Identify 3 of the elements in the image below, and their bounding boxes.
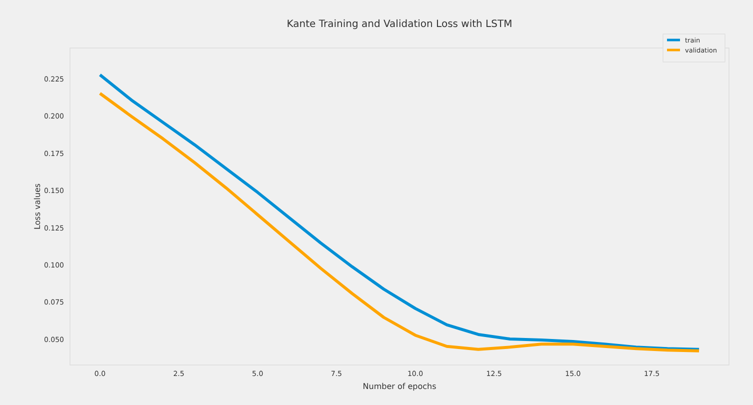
- x-axis-title: Number of epochs: [362, 382, 436, 391]
- y-axis-title: Loss values: [33, 183, 42, 230]
- chart-title: Kante Training and Validation Loss with LSTM: [286, 19, 512, 30]
